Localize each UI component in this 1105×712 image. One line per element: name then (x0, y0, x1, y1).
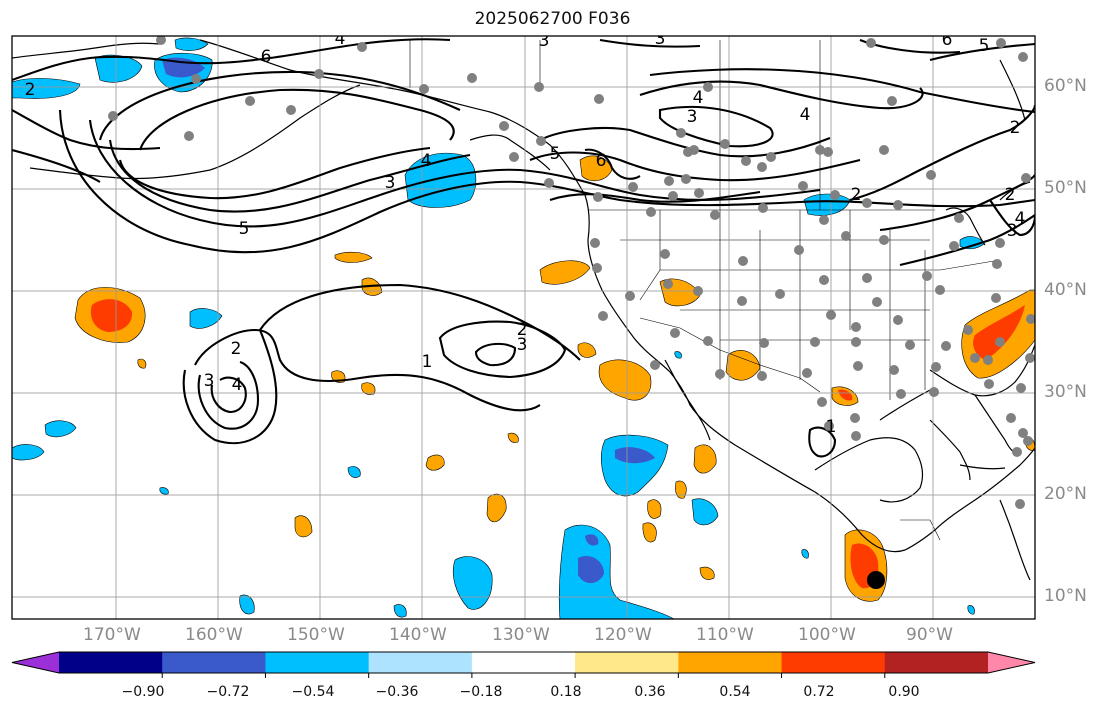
station-dots (108, 36, 1035, 509)
lon-label-100w: 100°W (798, 625, 856, 645)
contour-label: 3 (539, 31, 550, 51)
contour-label: 5 (239, 219, 250, 239)
contour-label: 3 (517, 335, 528, 355)
coastlines (12, 39, 1035, 581)
lat-label-20n: 20°N (1044, 484, 1087, 504)
contour-label: 1 (826, 417, 837, 437)
lon-label-90w: 90°W (906, 625, 953, 645)
colorbar-tick-label: 0.54 (719, 684, 751, 700)
map-frame (11, 35, 1036, 620)
contour-label: 3 (385, 173, 396, 193)
contour-label: 2 (25, 80, 36, 100)
colorbar-tick-label: 0.18 (550, 684, 582, 700)
colorbar-segment (471, 652, 576, 673)
lat-lon-grid (12, 36, 1035, 619)
lat-label-60n: 60°N (1044, 76, 1087, 96)
lon-label-150w: 150°W (287, 625, 345, 645)
contour-label: 3 (1007, 221, 1018, 241)
colorbar-segment (678, 652, 783, 673)
colorbar-outline (11, 651, 1036, 674)
lon-label-130w: 130°W (492, 625, 550, 645)
contour-label: 1 (422, 352, 433, 372)
contour-label: 6 (596, 151, 607, 171)
colorbar-tick-label: −0.72 (206, 684, 250, 700)
lon-label-120w: 120°W (594, 625, 652, 645)
colorbar-tick-label: −0.36 (375, 684, 419, 700)
contour-label: 3 (687, 107, 698, 127)
colorbar-tick-label: 0.72 (803, 684, 835, 700)
lat-label-50n: 50°N (1044, 178, 1087, 198)
contour-label: 5 (979, 36, 990, 56)
contour-label: 2 (517, 320, 528, 340)
contour-labels: 2 3 4 5 6 2 3 4 5 6 3 2 3 1 3 4 2 3 4 1 … (25, 29, 1026, 437)
contour-label: 3 (204, 371, 215, 391)
lat-label-40n: 40°N (1044, 280, 1087, 300)
map-background (12, 36, 1035, 619)
contour-label: 4 (335, 29, 346, 49)
storm-center-marker (867, 571, 885, 589)
colorbar-tick-label: −0.18 (459, 684, 503, 700)
map-title: 2025062700 F036 (474, 9, 631, 29)
contour-label: 4 (1015, 209, 1026, 229)
colorbar-tick-label: −0.90 (121, 684, 165, 700)
height-contours (12, 38, 1035, 458)
contour-label: 4 (421, 151, 432, 171)
contour-label: 3 (655, 29, 666, 49)
colorbar-segment (162, 652, 266, 673)
contour-label: 5 (550, 144, 561, 164)
contour-label: 2 (1010, 118, 1021, 138)
lon-label-140w: 140°W (389, 625, 447, 645)
lat-label-30n: 30°N (1044, 382, 1087, 402)
colorbar-tick-label: 0.90 (888, 684, 920, 700)
colorbar-max-arrow (988, 652, 1035, 673)
anomaly-shading (12, 37, 1035, 619)
lon-label-110w: 110°W (696, 625, 754, 645)
colorbar-segment (59, 652, 163, 673)
contour-label: 2 (851, 185, 862, 205)
colorbar-tick-label: −0.54 (291, 684, 335, 700)
contour-label: 4 (232, 375, 243, 395)
contour-label: 2 (231, 339, 242, 359)
contour-label: 6 (942, 30, 953, 50)
colorbar-segment (575, 652, 679, 673)
colorbar-segment (368, 652, 473, 673)
contour-label: 4 (693, 88, 704, 108)
colorbar-segment (781, 652, 886, 673)
contour-label: 2 (1005, 185, 1016, 205)
political-borders (409, 40, 1001, 541)
contour-label: 4 (800, 105, 811, 125)
colorbar (11, 651, 1036, 678)
colorbar-segment (265, 652, 370, 673)
colorbar-tick-label: 0.36 (634, 684, 666, 700)
lon-label-160w: 160°W (185, 625, 243, 645)
lat-label-10n: 10°N (1044, 586, 1087, 606)
contour-label: 6 (261, 47, 272, 67)
lon-label-170w: 170°W (83, 625, 141, 645)
colorbar-segment (884, 652, 989, 673)
colorbar-min-arrow (12, 652, 59, 673)
